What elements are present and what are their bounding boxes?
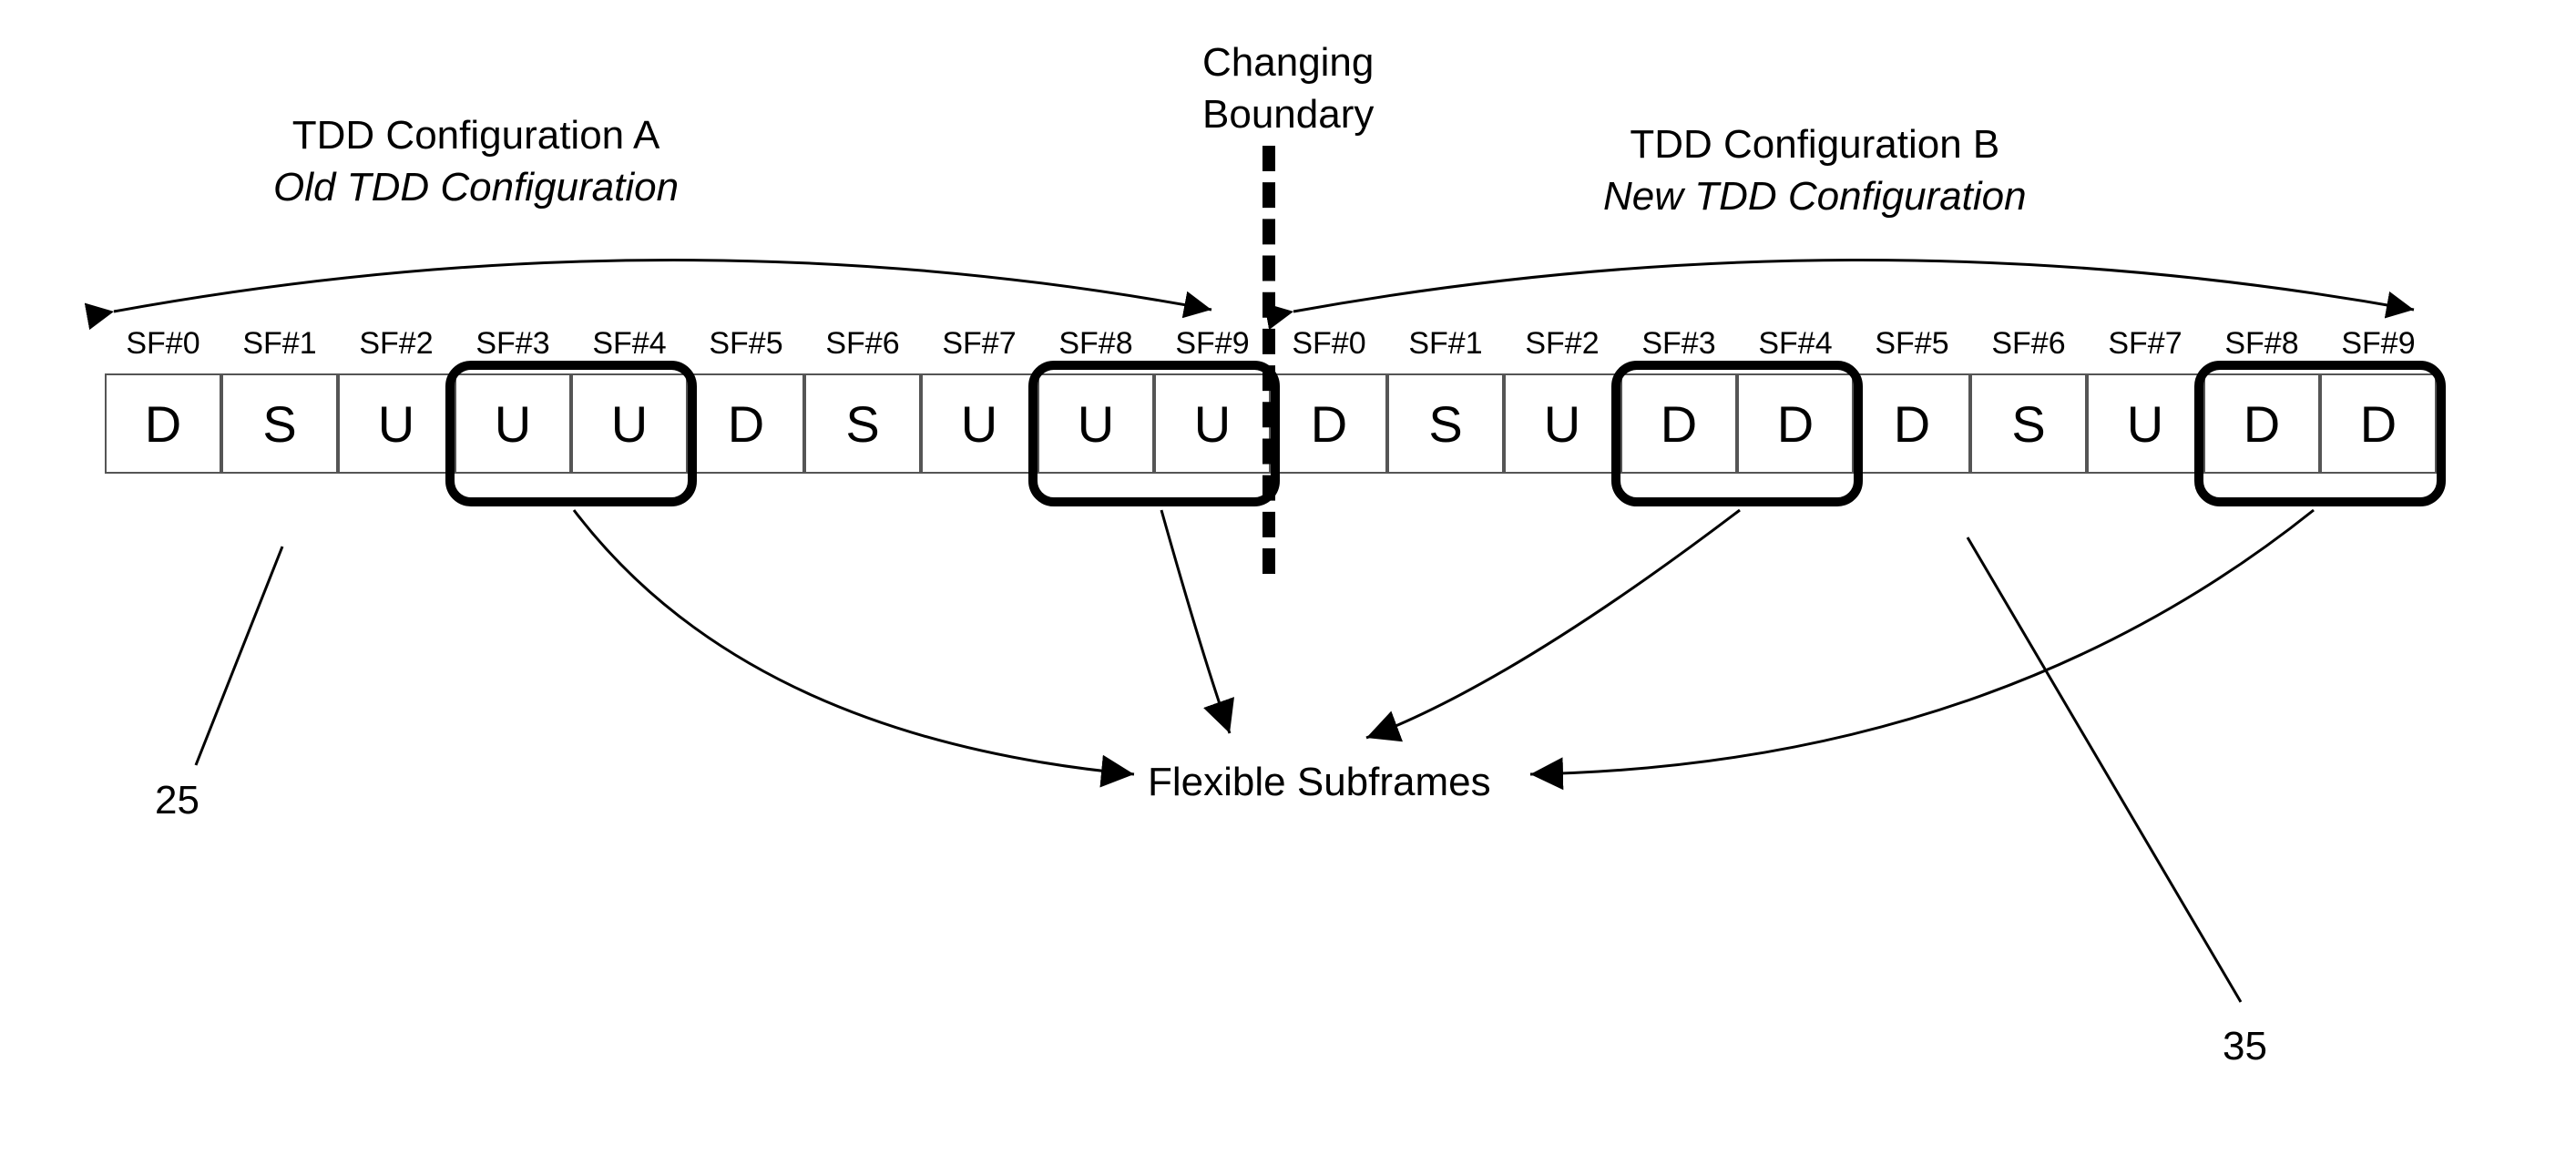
subframe-cell: D: [105, 373, 221, 474]
sf-label: SF#9: [2320, 326, 2437, 362]
ref-35: 35: [2223, 1020, 2267, 1072]
sf-label: SF#7: [921, 326, 1038, 362]
tdd-diagram: Changing Boundary TDD Configuration A Ol…: [36, 36, 2540, 1119]
subframe-cell: D: [1854, 373, 1970, 474]
subframe-cell: S: [1970, 373, 2087, 474]
ref35-text: 35: [2223, 1024, 2267, 1068]
sf-label: SF#5: [688, 326, 804, 362]
subframe-cell: U: [1038, 373, 1154, 474]
sf-label: SF#2: [338, 326, 455, 362]
flexible-subframes-label: Flexible Subframes: [1148, 756, 1491, 808]
subframe-cell: D: [1737, 373, 1854, 474]
subframe-cell: U: [1154, 373, 1271, 474]
sf-label: SF#0: [1271, 326, 1387, 362]
subframe-cell: U: [921, 373, 1038, 474]
subframe-cell: S: [221, 373, 338, 474]
sf-label: SF#3: [455, 326, 571, 362]
subframe-cell: S: [1387, 373, 1504, 474]
sf-label: SF#3: [1620, 326, 1737, 362]
subframe-cell: S: [804, 373, 921, 474]
sf-label: SF#4: [571, 326, 688, 362]
subframe-cell: D: [1271, 373, 1387, 474]
sf-label: SF#6: [1970, 326, 2087, 362]
subframe-cell: U: [1504, 373, 1620, 474]
config-span-arrows: [36, 36, 2540, 364]
sf-label: SF#1: [1387, 326, 1504, 362]
subframe-cell: U: [455, 373, 571, 474]
sf-label: SF#0: [105, 326, 221, 362]
sf-label: SF#1: [221, 326, 338, 362]
sf-label: SF#8: [1038, 326, 1154, 362]
subframe-cell: D: [2320, 373, 2437, 474]
subframe-cell: D: [2203, 373, 2320, 474]
sf-label: SF#5: [1854, 326, 1970, 362]
sf-label: SF#2: [1504, 326, 1620, 362]
ref25-text: 25: [155, 778, 199, 823]
sf-label: SF#7: [2087, 326, 2203, 362]
sf-label: SF#6: [804, 326, 921, 362]
subframe-cell: U: [2087, 373, 2203, 474]
sf-label: SF#9: [1154, 326, 1271, 362]
subframe-cell: D: [688, 373, 804, 474]
subframe-cell: D: [1620, 373, 1737, 474]
subframe-cell: U: [571, 373, 688, 474]
sf-label: SF#8: [2203, 326, 2320, 362]
subframe-cell: U: [338, 373, 455, 474]
flexible-text: Flexible Subframes: [1148, 760, 1491, 804]
ref-25: 25: [155, 774, 199, 826]
sf-label: SF#4: [1737, 326, 1854, 362]
